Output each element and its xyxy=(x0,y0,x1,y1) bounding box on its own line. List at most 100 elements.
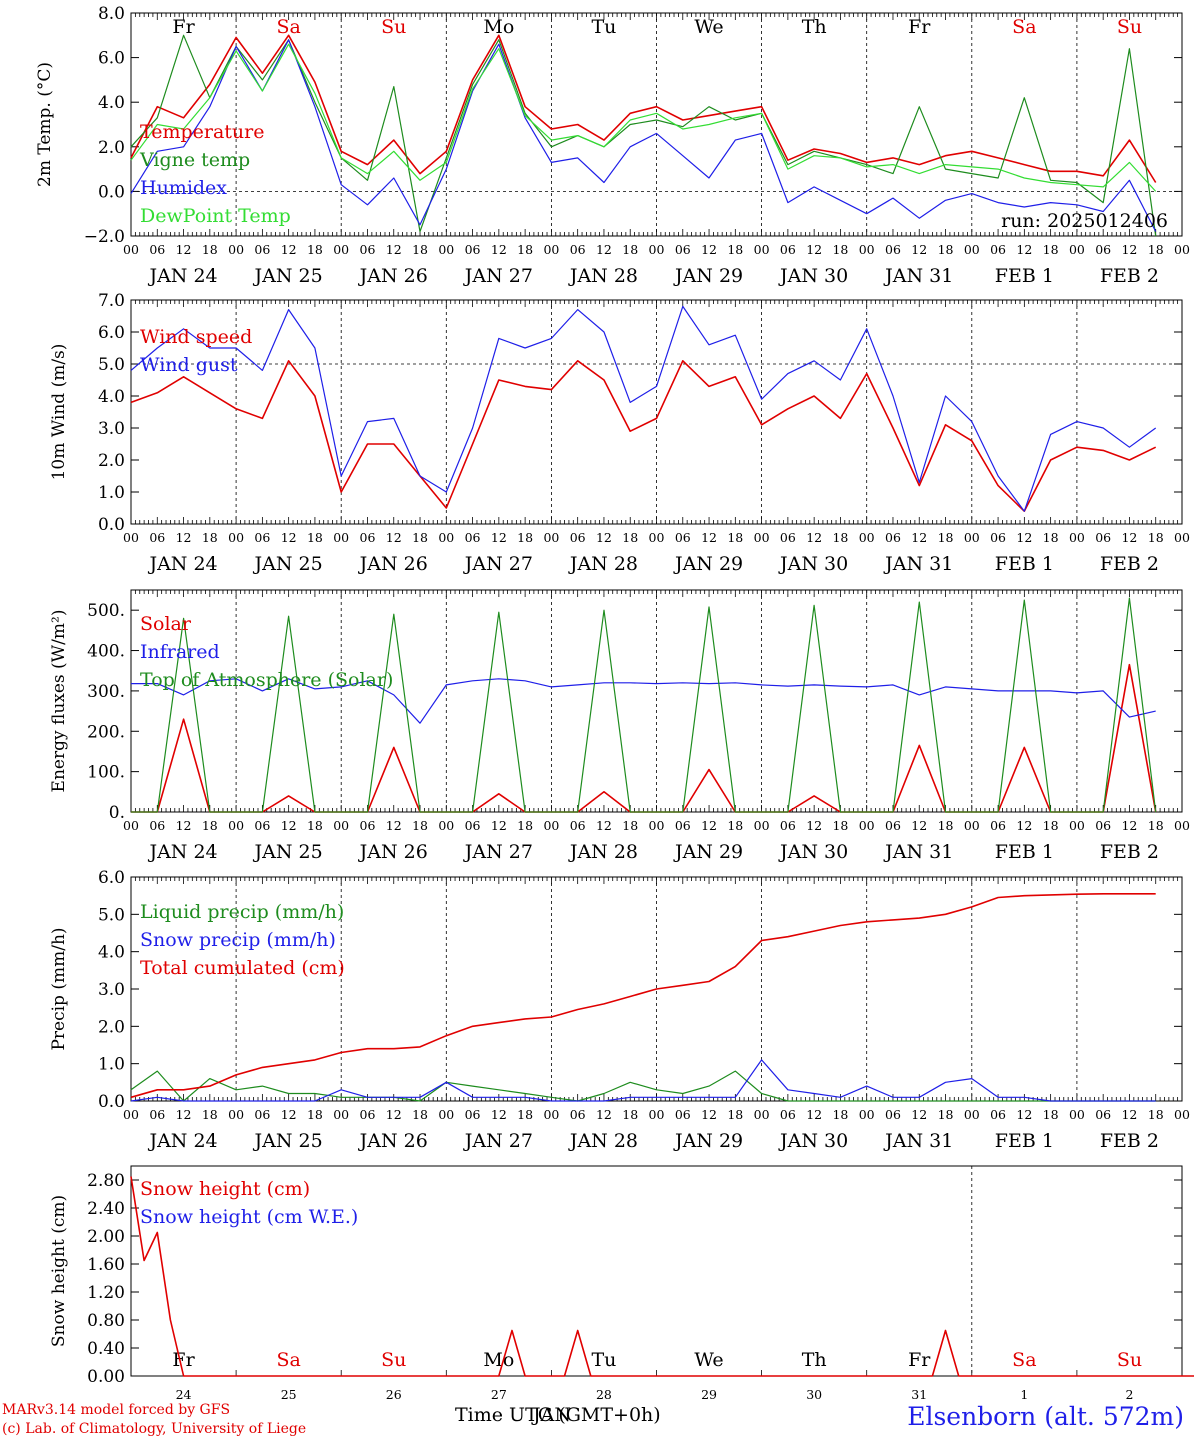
hour-label: 12 xyxy=(596,242,612,257)
y-tick-label: 3.0 xyxy=(98,419,125,439)
weekday-label: Su xyxy=(1117,16,1142,38)
hour-label: 00 xyxy=(438,1107,454,1122)
weekday-label: We xyxy=(694,16,723,38)
hour-label: 18 xyxy=(517,1107,533,1122)
hour-label: 06 xyxy=(1095,530,1111,545)
hour-label: 00 xyxy=(543,818,559,833)
hour-label: 12 xyxy=(176,818,192,833)
model-credit: MARv3.14 model forced by GFS xyxy=(2,1402,231,1418)
hour-label: 06 xyxy=(675,1107,691,1122)
station-name: Elsenborn (alt. 572m) xyxy=(907,1402,1184,1431)
hour-label: 00 xyxy=(649,242,665,257)
hour-label: 06 xyxy=(1095,818,1111,833)
hour-label: 06 xyxy=(885,530,901,545)
hour-label: 12 xyxy=(176,530,192,545)
y-tick-label: 2.0 xyxy=(98,451,125,471)
y-tick-label: −2.0 xyxy=(84,227,125,247)
hour-label: 12 xyxy=(1121,1107,1137,1122)
y-tick-label: 2.0 xyxy=(98,138,125,158)
month-label: JAN xyxy=(533,1404,571,1426)
hour-label: 12 xyxy=(1121,530,1137,545)
series-line-2 xyxy=(130,39,1157,232)
hour-label: 18 xyxy=(622,242,638,257)
hour-label: 18 xyxy=(412,1107,428,1122)
hour-label: 06 xyxy=(780,242,796,257)
day-label: JAN 29 xyxy=(673,1130,743,1152)
day-label: JAN 28 xyxy=(568,553,638,575)
y-tick-label: 1.60 xyxy=(87,1255,125,1275)
day-label: JAN 30 xyxy=(778,553,848,575)
hour-label: 00 xyxy=(333,530,349,545)
y-tick-label: 2.80 xyxy=(87,1171,125,1191)
hour-label: 12 xyxy=(911,530,927,545)
day-label: JAN 26 xyxy=(358,841,428,863)
legend-entry: Vigne temp xyxy=(139,149,250,171)
day-label: JAN 30 xyxy=(778,1130,848,1152)
weekday-label: Su xyxy=(381,1349,406,1371)
hour-label: 18 xyxy=(1043,530,1059,545)
y-tick-label: 6.0 xyxy=(98,323,125,343)
hour-label: 12 xyxy=(596,818,612,833)
series-line-0 xyxy=(130,359,1157,513)
day-label: JAN 29 xyxy=(673,553,743,575)
hour-label: 00 xyxy=(438,242,454,257)
day-label: JAN 24 xyxy=(147,553,217,575)
y-tick-label: 100. xyxy=(87,763,125,783)
hour-label: 12 xyxy=(806,1107,822,1122)
hour-label: 18 xyxy=(412,818,428,833)
day-label: JAN 24 xyxy=(147,841,217,863)
day-label: FEB 1 xyxy=(995,841,1054,863)
y-tick-label: 500. xyxy=(87,601,125,621)
hour-label: 18 xyxy=(622,818,638,833)
hour-label: 18 xyxy=(307,1107,323,1122)
hour-label: 06 xyxy=(1095,242,1111,257)
y-tick-label: 0.40 xyxy=(87,1339,125,1359)
hour-label: 00 xyxy=(1174,1107,1190,1122)
hour-label: 06 xyxy=(465,1107,481,1122)
legend-entry: Snow precip (mm/h) xyxy=(140,929,336,951)
copyright-credit: (c) Lab. of Climatology, University of L… xyxy=(2,1421,307,1437)
hour-label: 18 xyxy=(938,530,954,545)
hour-label: 18 xyxy=(1043,1107,1059,1122)
day-label: FEB 2 xyxy=(1100,841,1159,863)
hour-label: 18 xyxy=(938,242,954,257)
series-line-1 xyxy=(130,1059,1156,1102)
hour-label: 00 xyxy=(859,818,875,833)
y-tick-label: 7.0 xyxy=(98,291,125,311)
hour-label: 12 xyxy=(806,818,822,833)
y-tick-label: 2.40 xyxy=(87,1199,125,1219)
legend-entry: Infrared xyxy=(140,641,220,663)
day-label: JAN 29 xyxy=(673,265,743,287)
hour-label: 12 xyxy=(1121,818,1137,833)
hour-label: 00 xyxy=(1069,1107,1085,1122)
day-number-label: 27 xyxy=(491,1387,507,1402)
day-label: FEB 2 xyxy=(1100,553,1159,575)
hour-label: 18 xyxy=(517,530,533,545)
hour-label: 12 xyxy=(596,530,612,545)
hour-label: 00 xyxy=(649,1107,665,1122)
y-axis-label: Precip (mm/h) xyxy=(49,927,69,1050)
hour-label: 00 xyxy=(859,242,875,257)
y-tick-label: 1.0 xyxy=(98,483,125,503)
hour-label: 12 xyxy=(491,818,507,833)
weekday-label: Fr xyxy=(172,16,195,38)
hour-label: 06 xyxy=(990,242,1006,257)
hour-label: 18 xyxy=(727,1107,743,1122)
hour-label: 18 xyxy=(938,1107,954,1122)
y-tick-label: 0.0 xyxy=(98,182,125,202)
hour-label: 12 xyxy=(176,242,192,257)
series-line-3 xyxy=(130,43,1157,192)
plot-frame xyxy=(130,299,1183,525)
hour-label: 06 xyxy=(570,530,586,545)
hour-label: 18 xyxy=(202,1107,218,1122)
day-label: JAN 31 xyxy=(883,1130,953,1152)
hour-label: 00 xyxy=(543,242,559,257)
hour-label: 06 xyxy=(990,1107,1006,1122)
hour-label: 12 xyxy=(491,530,507,545)
hour-label: 00 xyxy=(1174,530,1190,545)
hour-label: 12 xyxy=(491,1107,507,1122)
hour-label: 06 xyxy=(675,242,691,257)
hour-label: 12 xyxy=(806,530,822,545)
weekday-label: Sa xyxy=(276,1349,300,1371)
weekday-label: Th xyxy=(802,16,827,38)
